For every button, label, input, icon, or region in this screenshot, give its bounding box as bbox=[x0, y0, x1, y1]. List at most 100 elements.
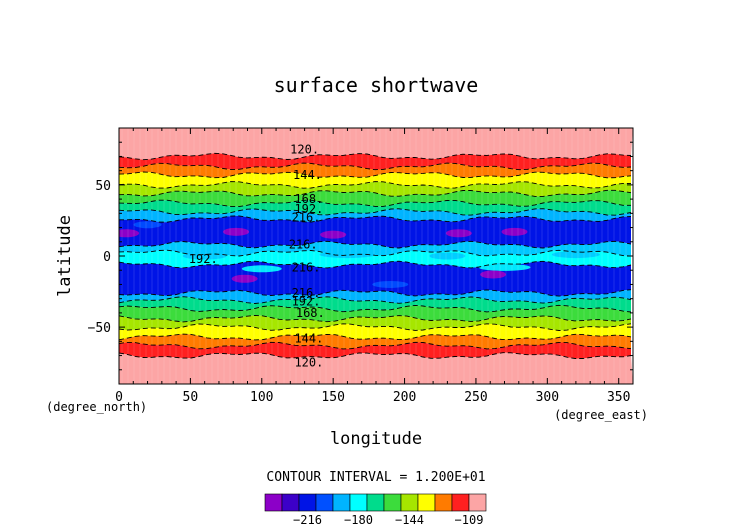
contour-blob bbox=[478, 263, 531, 271]
contour-line bbox=[119, 189, 632, 197]
contour-line bbox=[119, 171, 632, 179]
contour-label: 144. bbox=[293, 168, 322, 182]
colorbar-swatch bbox=[434, 493, 453, 512]
contour-blob bbox=[133, 221, 162, 229]
minimum-patch bbox=[445, 229, 472, 238]
contour-labels: 120.144.168.192.216.216.192.216.216.192.… bbox=[189, 142, 325, 369]
contour-band bbox=[119, 334, 631, 349]
x-tick-label: 200 bbox=[393, 390, 416, 405]
contour-label: 120. bbox=[294, 356, 323, 370]
minimum-patch bbox=[119, 229, 140, 238]
minimum-patch bbox=[480, 270, 507, 279]
contour-line bbox=[119, 181, 632, 189]
contour-band bbox=[119, 153, 631, 170]
colorbar-swatch bbox=[315, 493, 334, 512]
colorbar-swatch bbox=[332, 493, 351, 512]
y-unit-label: (degree_north) bbox=[46, 400, 147, 414]
colorbar-swatch bbox=[298, 493, 317, 512]
contour-label: 192. bbox=[292, 295, 321, 309]
x-tick-label: 0 bbox=[115, 390, 123, 405]
colorbar-tick-label: −216 bbox=[293, 513, 322, 527]
colorbar-tick-label: −109 bbox=[455, 513, 484, 527]
contour-band bbox=[119, 296, 631, 312]
contour-label: 216. bbox=[292, 260, 321, 274]
colorbar-swatch bbox=[264, 493, 283, 512]
contour-line bbox=[119, 314, 632, 323]
contour-band bbox=[119, 200, 631, 216]
contour-line bbox=[119, 162, 632, 171]
contour-blob bbox=[319, 251, 376, 259]
contour-line bbox=[119, 260, 632, 269]
minimum-patch bbox=[231, 274, 258, 283]
x-tick-label: 150 bbox=[321, 390, 344, 405]
x-unit-label: (degree_east) bbox=[554, 408, 648, 422]
minimum-patch bbox=[501, 227, 528, 236]
plot-area bbox=[119, 128, 633, 384]
contour-line bbox=[119, 333, 632, 341]
contour-band bbox=[119, 215, 631, 248]
contour-band bbox=[119, 172, 631, 189]
contour-band bbox=[119, 289, 631, 304]
contour-band bbox=[119, 315, 631, 331]
contour-label: 192. bbox=[189, 252, 218, 266]
contour-label: 144. bbox=[294, 331, 323, 345]
contour-line bbox=[119, 296, 632, 304]
x-tick-label: 250 bbox=[464, 390, 487, 405]
contour-band bbox=[119, 305, 631, 322]
contour-band bbox=[119, 208, 631, 223]
contour-label: 216. bbox=[292, 286, 321, 300]
contour-line bbox=[119, 341, 632, 350]
contour-label: 216. bbox=[289, 238, 318, 252]
contour-line bbox=[119, 304, 632, 313]
contour-band bbox=[119, 128, 633, 160]
contour-interval-text: CONTOUR INTERVAL = 1.200E+01 bbox=[266, 470, 485, 485]
contour-band bbox=[119, 163, 631, 178]
contour-line bbox=[119, 289, 632, 297]
contour-blob bbox=[551, 251, 600, 259]
contour-line bbox=[119, 215, 632, 223]
contour-label: 216. bbox=[292, 211, 321, 225]
contour-lines bbox=[119, 152, 632, 359]
colorbar-swatch bbox=[451, 493, 470, 512]
contour-line bbox=[119, 249, 632, 257]
colorbar: −216 −180 −144 −109 bbox=[264, 493, 487, 527]
chart-title: surface shortwave bbox=[274, 73, 479, 97]
colorbar-swatch bbox=[468, 493, 487, 512]
x-tick-label: 350 bbox=[607, 390, 630, 405]
minimum-patch bbox=[223, 227, 250, 236]
contour-label: 168. bbox=[294, 192, 323, 206]
colorbar-swatch bbox=[383, 493, 402, 512]
x-tick-label: 300 bbox=[536, 390, 559, 405]
contour-line bbox=[119, 152, 632, 161]
contour-label: 168. bbox=[296, 306, 325, 320]
contour-band bbox=[119, 190, 631, 207]
y-tick-label: −50 bbox=[88, 321, 111, 336]
x-tick-label: 100 bbox=[250, 390, 273, 405]
y-tick-label: 50 bbox=[95, 179, 111, 194]
contour-line bbox=[119, 352, 632, 359]
contour-label: 192. bbox=[294, 202, 323, 216]
colorbar-tick-label: −180 bbox=[344, 513, 373, 527]
x-axis-label: longitude bbox=[330, 429, 422, 449]
colorbar-swatch bbox=[349, 493, 368, 512]
contour-line bbox=[119, 199, 631, 208]
y-tick-label: 0 bbox=[103, 250, 111, 265]
contour-band bbox=[119, 181, 631, 197]
colorbar-swatch bbox=[281, 493, 300, 512]
contour-blob bbox=[429, 252, 466, 260]
contour-band bbox=[119, 352, 633, 384]
axes: 0 50 100 150 200 250 300 350 −50 0 50 bbox=[88, 128, 633, 405]
contour-label: 120. bbox=[290, 142, 319, 156]
colorbar-swatch bbox=[366, 493, 385, 512]
contour-blob bbox=[372, 280, 409, 288]
contour-line bbox=[119, 208, 632, 216]
colorbar-tick-label: −144 bbox=[395, 513, 424, 527]
contour-line bbox=[119, 323, 632, 331]
contour-band bbox=[119, 323, 631, 340]
x-tick-label: 50 bbox=[183, 390, 199, 405]
colorbar-swatch bbox=[400, 493, 419, 512]
minimum-patch bbox=[320, 230, 347, 239]
contour-blob bbox=[241, 265, 282, 273]
y-axis-label: latitude bbox=[55, 215, 75, 297]
